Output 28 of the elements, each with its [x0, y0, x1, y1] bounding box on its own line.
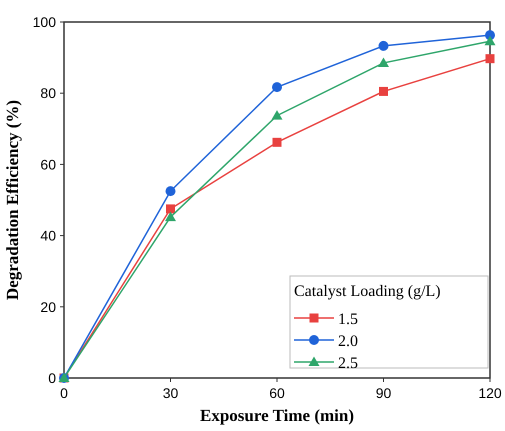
- y-tick-label: 0: [48, 370, 56, 386]
- x-tick-label: 30: [162, 385, 178, 401]
- point: [272, 138, 282, 147]
- point: [165, 212, 176, 222]
- y-tick-label: 60: [40, 156, 56, 172]
- point: [166, 186, 176, 196]
- y-tick-label: 40: [40, 228, 56, 244]
- y-tick-label: 100: [32, 14, 56, 30]
- x-tick-label: 120: [478, 385, 502, 401]
- x-axis-title: Exposure Time (min): [200, 406, 354, 425]
- point: [484, 36, 496, 46]
- y-tick-label: 80: [40, 85, 56, 102]
- point: [379, 86, 388, 96]
- point: [166, 204, 175, 214]
- legend-label: 2.0: [338, 333, 358, 350]
- x-tick-label: 60: [269, 385, 285, 401]
- point: [378, 57, 389, 67]
- legend-label: 1.5: [338, 311, 358, 328]
- point: [378, 40, 388, 51]
- y-tick-label: 20: [40, 298, 56, 315]
- y-axis-title: Degradation Efficiency (%): [3, 100, 22, 300]
- x-tick-label: 90: [376, 385, 392, 401]
- legend-title: Catalyst Loading (g/L): [294, 283, 441, 300]
- point: [272, 82, 282, 92]
- point: [486, 54, 494, 64]
- point: [272, 110, 282, 120]
- x-tick-label: 0: [60, 385, 68, 401]
- legend-label: 2.5: [338, 355, 358, 372]
